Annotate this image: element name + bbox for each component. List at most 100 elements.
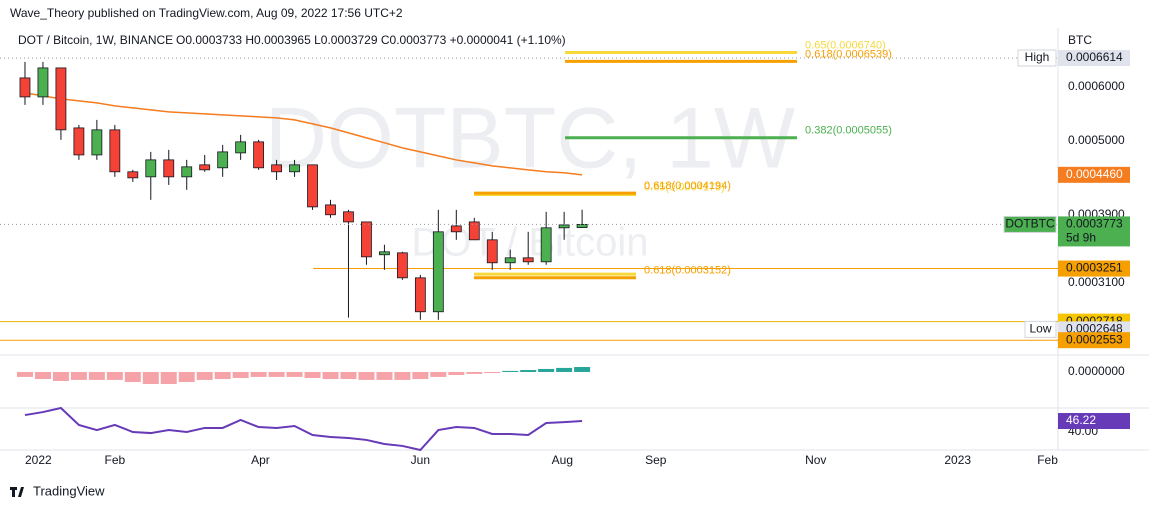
candle-body (361, 221, 372, 258)
price-tag (1058, 260, 1130, 277)
time-label: 2023 (944, 453, 971, 467)
candle-body (540, 227, 552, 263)
candle-body (307, 164, 318, 208)
candle-body (91, 129, 103, 156)
macd-bar (160, 371, 177, 384)
candle-body (181, 166, 193, 178)
tag-name: Low (1029, 322, 1051, 336)
candle-body (271, 164, 282, 173)
axis-unit: BTC (1068, 33, 1092, 47)
macd-bar (16, 371, 33, 377)
price-tick-label: 0.0006000 (1068, 79, 1125, 93)
price-tag-value: 0.0004460 (1066, 167, 1123, 181)
footer-brand: TradingView (33, 483, 105, 498)
tag-name: DOTBTC (1005, 217, 1055, 231)
level-label: 0.618(0.0006539) (805, 48, 892, 60)
time-label: Feb (104, 453, 125, 467)
price-tag-value: 0.0003773 (1066, 217, 1123, 231)
level-label: 0.65(0.0006740) (805, 39, 886, 51)
macd-bar (448, 371, 465, 375)
macd-bar (178, 371, 195, 383)
price-tag-sub: 5d 9h (1066, 231, 1096, 245)
price-tick-label: 0.0005000 (1068, 133, 1125, 147)
time-label: Nov (805, 453, 826, 467)
candle-body (379, 251, 390, 256)
rsi-line (24, 406, 583, 452)
macd-bar (412, 371, 429, 380)
price-tag-value: 0.0003251 (1066, 261, 1123, 275)
moving-average (24, 92, 583, 176)
candle-body (73, 127, 85, 156)
level-label: 0.65(0.0004173) (644, 181, 725, 193)
tag-name-box (1003, 215, 1057, 233)
level-label: 0.382(0.0005055) (805, 125, 892, 137)
publisher: Wave_Theory published on TradingView.com… (10, 6, 403, 20)
tag-name: High (1025, 50, 1050, 64)
candle-body (199, 164, 211, 171)
macd-bar (52, 371, 69, 381)
candle-body (432, 231, 444, 313)
price-tag (1058, 166, 1130, 183)
candle-body (163, 159, 175, 178)
macd-bar (394, 371, 411, 380)
macd-bar (232, 371, 249, 378)
candle-body (217, 151, 229, 169)
macd-bar (214, 371, 231, 380)
ohlc: O0.0003733 H0.0003965 L0.0003729 C0.0003… (176, 33, 566, 47)
candle-body (55, 67, 67, 131)
candle-body (414, 277, 426, 313)
macd-bar (142, 371, 159, 384)
macd-bar (124, 371, 141, 383)
macd-bar (268, 371, 285, 377)
candle-body (558, 224, 570, 229)
macd-bar (88, 371, 105, 380)
time-label: Apr (251, 453, 270, 467)
candle-body (576, 224, 588, 228)
candle-body (504, 257, 516, 264)
candle-body (19, 77, 31, 98)
macd-bar (466, 371, 483, 374)
level-label: 0.618(0.0003152) (644, 265, 731, 277)
time-label: Feb (1037, 453, 1058, 467)
symbol: DOT / Bitcoin, 1W, BINANCE (18, 33, 173, 47)
candle-body (325, 204, 336, 216)
candle-body (145, 159, 157, 178)
macd-bar (538, 368, 555, 372)
price-tag (1058, 332, 1130, 349)
macd-bar (196, 371, 213, 380)
macd-tick-label: 0.0000000 (1068, 364, 1125, 378)
level-label: 0.618(0.0004194) (644, 180, 731, 192)
macd-bar (376, 371, 393, 380)
header-bar (0, 0, 1149, 27)
candle-body (127, 171, 139, 179)
candle-body (235, 141, 247, 154)
price-tag-value: 0.0002648 (1066, 322, 1123, 336)
candle-body (289, 164, 300, 173)
macd-bar (502, 370, 519, 372)
macd-bar (358, 371, 375, 380)
time-label: Aug (552, 453, 573, 467)
rsi-tag (1058, 413, 1130, 430)
macd-bar (322, 371, 339, 380)
macd-bar (520, 370, 537, 372)
tag-name-box (1024, 320, 1057, 338)
candle-body (396, 252, 408, 279)
price-tag (1058, 216, 1130, 247)
rsi-tag-value: 46.22 (1066, 413, 1096, 427)
candle-body (486, 239, 498, 264)
macd-bar (574, 367, 591, 372)
macd-bar (304, 371, 321, 378)
candle-body (37, 67, 49, 98)
macd-bar (286, 371, 303, 377)
candle-body (450, 225, 462, 233)
time-label: Sep (645, 453, 667, 467)
time-label: Jun (411, 453, 430, 467)
macd-bar (430, 371, 447, 377)
macd-bar (250, 371, 267, 377)
macd-bar (70, 371, 87, 380)
tag-name-box (1017, 49, 1057, 67)
macd-bar (556, 367, 573, 372)
candle-body (253, 141, 265, 169)
macd-bar (34, 371, 51, 380)
